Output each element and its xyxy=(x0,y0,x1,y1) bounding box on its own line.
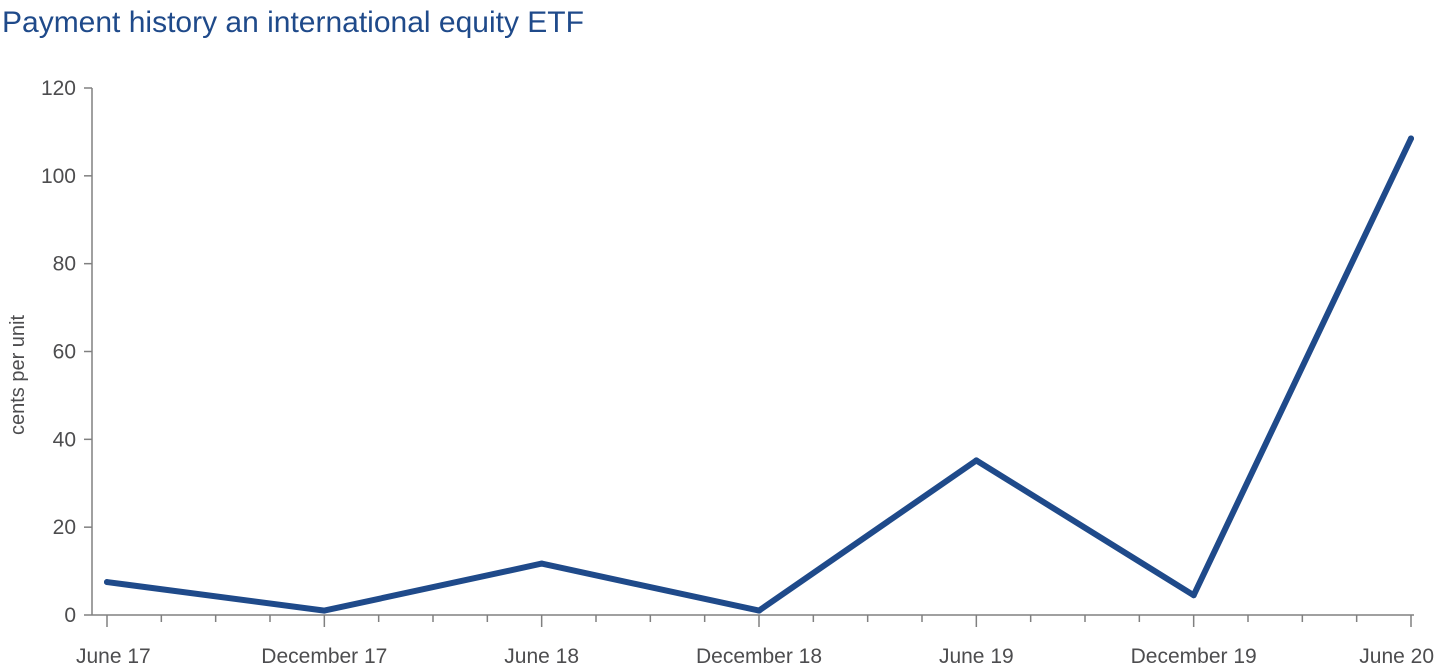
x-tick-label: December 19 xyxy=(1131,645,1257,668)
data-point xyxy=(973,457,980,464)
x-tick-label: December 18 xyxy=(696,645,822,668)
x-tick-label: June 20 xyxy=(1359,645,1434,668)
x-axis-ticks: June 17 December 17 June 18 December 18 June… xyxy=(76,615,1434,668)
data-point xyxy=(1190,592,1197,599)
series-line xyxy=(104,135,1414,614)
y-tick-label: 0 xyxy=(64,604,76,627)
y-axis-ticks: 0 20 40 60 80 100 120 xyxy=(41,77,92,627)
axes xyxy=(91,88,1414,616)
x-tick-label: December 17 xyxy=(261,645,387,668)
y-tick-label: 60 xyxy=(53,341,76,364)
chart-title: Payment history an international equity … xyxy=(2,6,584,39)
x-tick-label: June 19 xyxy=(939,645,1014,668)
y-tick-label: 100 xyxy=(41,165,76,188)
x-tick-label: June 18 xyxy=(504,645,579,668)
data-point xyxy=(104,579,110,586)
y-tick-label: 80 xyxy=(53,253,76,276)
x-tick-label: June 17 xyxy=(76,645,151,668)
data-point xyxy=(538,560,545,567)
data-point xyxy=(321,607,328,614)
y-axis-label: cents per unit xyxy=(7,315,29,436)
y-tick-label: 20 xyxy=(53,516,76,539)
series-group xyxy=(104,135,1414,614)
data-point xyxy=(1408,135,1414,142)
data-point xyxy=(756,607,762,614)
y-tick-label: 120 xyxy=(41,77,76,100)
y-tick-label: 40 xyxy=(53,428,76,451)
